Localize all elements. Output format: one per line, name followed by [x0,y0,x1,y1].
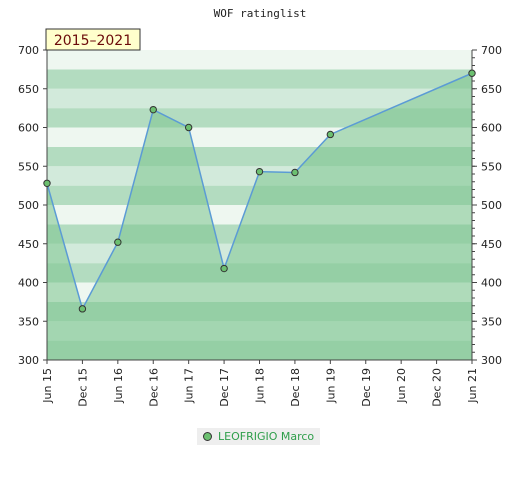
period-badge-label: 2015–2021 [54,33,132,49]
series-area [47,73,472,360]
y-tick-label: 400 [18,277,39,290]
background-band [47,69,472,89]
y-tick-label: 350 [18,315,39,328]
x-tick-label: Jun 16 [112,368,125,404]
x-tick-label: Jun 19 [324,368,337,404]
data-point [220,264,228,273]
background-band [47,88,472,109]
y-tick-label: 600 [18,122,39,135]
period-badge-box [45,28,141,51]
y-axis-right: 300 350 400 450 500 550 600 650 700 [481,44,502,367]
x-tick-label: Jun 20 [395,368,408,404]
data-point [78,305,87,313]
y-tick-label: 650 [481,83,502,96]
series-line [46,72,473,311]
x-tick-label: Jun 15 [41,368,54,404]
y-tick-label: 550 [18,160,39,173]
x-tick-label: Jun 17 [183,368,196,404]
y-tick-label: 450 [18,238,39,251]
y-tick-label: 450 [481,238,502,251]
legend-marker-icon [203,432,212,441]
y-tick-label: 500 [481,199,502,212]
x-tick-label: Dec 20 [431,368,444,407]
data-point [43,179,51,188]
y-tick-label: 350 [481,315,502,328]
x-tick-label: Dec 18 [289,368,302,407]
data-markers [43,69,476,313]
x-tick-label: Dec 19 [360,368,373,407]
x-tick-label: Jun 18 [254,368,267,404]
x-tick-label: Dec 15 [76,368,89,407]
legend: LEOFRIGIO Marco [197,428,321,445]
y-axis-left: 300 350 400 450 500 550 600 650 700 [18,44,39,367]
y-tick-label: 400 [481,277,502,290]
y-tick-label: 500 [18,199,39,212]
x-tick-label: Dec 16 [147,368,160,407]
data-point [255,167,264,176]
y-tick-label: 600 [481,122,502,135]
x-axis-ticks: Jun 15 Dec 15 Jun 16 Dec 16 Jun 17 Dec 17 Jun … [41,368,479,407]
y-tick-label: 700 [481,44,502,57]
legend-series-label: LEOFRIGIO Marco [218,430,315,443]
data-point [291,168,299,177]
period-badge: 2015–2021 [45,28,141,51]
data-point [149,105,157,114]
y-tick-label: 700 [18,44,39,57]
data-point [114,238,122,246]
data-point [184,123,193,132]
data-point [326,130,335,139]
y-tick-label: 650 [18,83,39,96]
chart-title: WOF ratinglist [214,7,307,20]
x-tick-label: Dec 17 [218,368,231,407]
y-tick-label: 550 [481,160,502,173]
y-tick-label: 300 [481,354,502,367]
y-tick-label: 300 [18,354,39,367]
axes [43,49,477,364]
area-layer [46,72,473,360]
x-tick-label: Jun 21 [466,368,479,404]
data-point [468,69,476,77]
background-band [47,50,472,70]
